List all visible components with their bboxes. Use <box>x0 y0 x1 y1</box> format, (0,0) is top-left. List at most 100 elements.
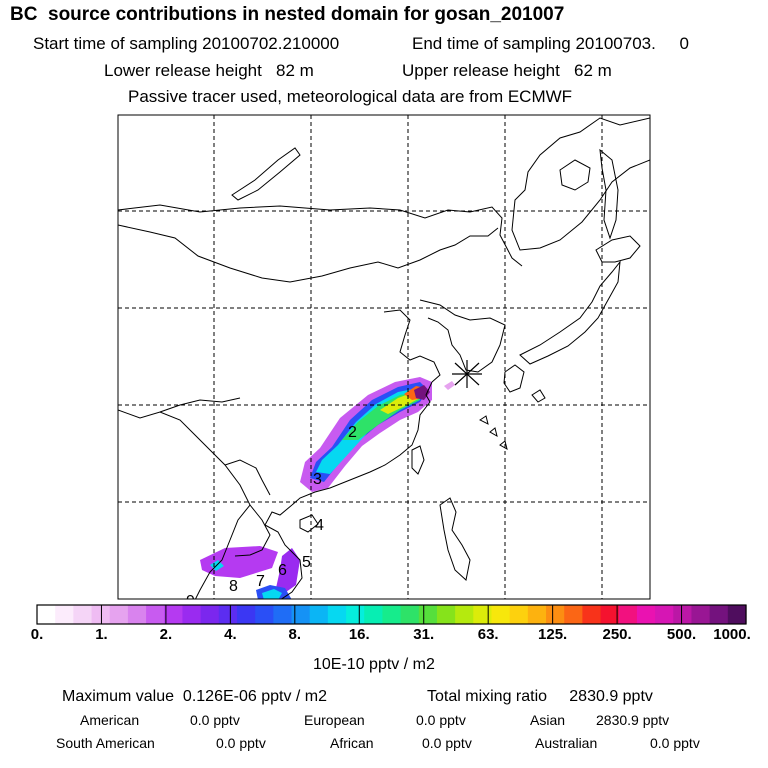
mongolia-border <box>118 224 499 283</box>
colorbar-tick-marks <box>100 605 683 624</box>
coast-northeast <box>511 117 650 251</box>
coast-inner-gulf <box>234 504 271 557</box>
colorbar-tick-label: 1. <box>95 626 108 643</box>
region-name: African <box>330 735 374 751</box>
colorbar-tick-label: 31. <box>413 626 435 643</box>
chart-title: BC source contributions in nested domain… <box>10 4 565 25</box>
plume-core <box>414 385 430 400</box>
plume-field <box>200 377 455 599</box>
end-time: End time of sampling 20100703. 0 <box>412 34 689 53</box>
colorbar-cell <box>91 605 111 624</box>
colorbar-cell <box>127 605 147 624</box>
kamchatka-coast <box>559 159 591 191</box>
coast-korea <box>419 299 506 373</box>
colorbar-cell <box>509 605 529 624</box>
colorbar-cell <box>727 605 747 624</box>
colorbar-tick-label: 63. <box>477 626 499 643</box>
inner-border-1 <box>159 397 241 413</box>
japan-hokkaido <box>595 235 641 263</box>
region-value: 0.0 pptv <box>650 735 700 751</box>
colorbar-cell <box>200 605 220 624</box>
colorbar-cell <box>673 605 693 624</box>
japan-honshu <box>519 260 621 365</box>
colorbar-tick-label: 125. <box>538 626 568 643</box>
colorbar-cell <box>436 605 456 624</box>
colorbar-cell <box>236 605 256 624</box>
cluster-labels: 2 3 4 5 6 7 8 9 <box>186 424 357 610</box>
start-time: Start time of sampling 20100702.210000 <box>33 34 340 53</box>
colorbar-cell <box>455 605 474 624</box>
coast-china-north <box>383 309 441 383</box>
colorbar-cell <box>182 605 202 624</box>
tracer-note: Passive tracer used, meteorological data… <box>128 87 573 106</box>
taiwan <box>411 445 425 475</box>
colorbar-frame <box>36 604 747 625</box>
russia-border <box>118 204 523 267</box>
colorbar-cell <box>582 605 602 624</box>
cluster-label: 2 <box>348 424 357 441</box>
colorbar-cell <box>382 605 402 624</box>
colorbar-tick-label: 500. <box>666 626 697 643</box>
colorbar-cell <box>527 605 547 624</box>
region-value: 0.0 pptv <box>416 712 466 728</box>
region-value: 0.0 pptv <box>190 712 240 728</box>
colorbar-cells <box>37 605 747 624</box>
colorbar-tick-label: 4. <box>224 626 237 643</box>
cluster-label: 8 <box>229 578 238 595</box>
cluster-label: 7 <box>256 573 265 590</box>
colorbar-cell <box>400 605 420 624</box>
japan-kyushu <box>503 364 525 393</box>
region-value: 0.0 pptv <box>422 735 472 751</box>
inner-border-2 <box>224 459 271 496</box>
upper-release-height: Upper release height 62 m <box>402 61 612 80</box>
colorbar-cell <box>327 605 347 624</box>
colorbar-cell <box>491 605 511 624</box>
site-marker <box>452 360 482 388</box>
cluster-label: 9 <box>186 593 195 610</box>
map-frame <box>117 114 651 600</box>
colorbar-cell <box>600 605 620 624</box>
colorbar-cell <box>55 605 74 624</box>
lake-baikal <box>231 147 301 201</box>
colorbar-cell <box>636 605 656 624</box>
sakhalin <box>599 148 619 240</box>
colorbar-cell <box>164 605 184 624</box>
colorbar-cell <box>546 605 565 624</box>
island-chain <box>479 389 546 451</box>
colorbar-cell <box>473 605 493 624</box>
plume-south-a <box>200 546 278 578</box>
philippines <box>439 497 471 581</box>
colorbar-cell <box>418 605 438 624</box>
plume-tail <box>444 381 455 390</box>
region-name: European <box>304 712 365 728</box>
colorbar-cell <box>564 605 583 624</box>
cluster-label: 3 <box>313 471 322 488</box>
colorbar-cell <box>109 605 129 624</box>
colorbar-cell <box>255 605 274 624</box>
plume-south-e <box>262 589 282 599</box>
colorbar-tick-label: 2. <box>159 626 173 643</box>
colorbar-tick-label: 8. <box>288 626 302 643</box>
coast-china-east <box>291 381 433 506</box>
lower-release-height: Lower release height 82 m <box>104 61 314 80</box>
colorbar-cell <box>709 605 729 624</box>
colorbar-tick-label: 0. <box>30 626 44 643</box>
colorbar-cell <box>346 605 365 624</box>
colorbar-tick-label: 16. <box>348 626 370 643</box>
colorbar <box>36 604 747 625</box>
colorbar-tick-label: 1000. <box>713 626 751 643</box>
region-name: Asian <box>530 712 566 728</box>
colorbar-cell <box>146 605 165 624</box>
region-value: 0.0 pptv <box>216 735 266 751</box>
cluster-label: 6 <box>278 562 287 579</box>
plume-south-c <box>276 548 300 592</box>
coast-gulf-thailand <box>118 409 251 599</box>
region-name: South American <box>56 735 155 751</box>
total-mixing-ratio: Total mixing ratio 2830.9 pptv <box>427 688 653 705</box>
colorbar-cell <box>655 605 674 624</box>
colorbar-cell <box>218 605 238 624</box>
colorbar-cell <box>73 605 93 624</box>
maximum-value: Maximum value 0.126E-06 pptv / m2 <box>62 688 328 705</box>
colorbar-cell <box>618 605 638 624</box>
